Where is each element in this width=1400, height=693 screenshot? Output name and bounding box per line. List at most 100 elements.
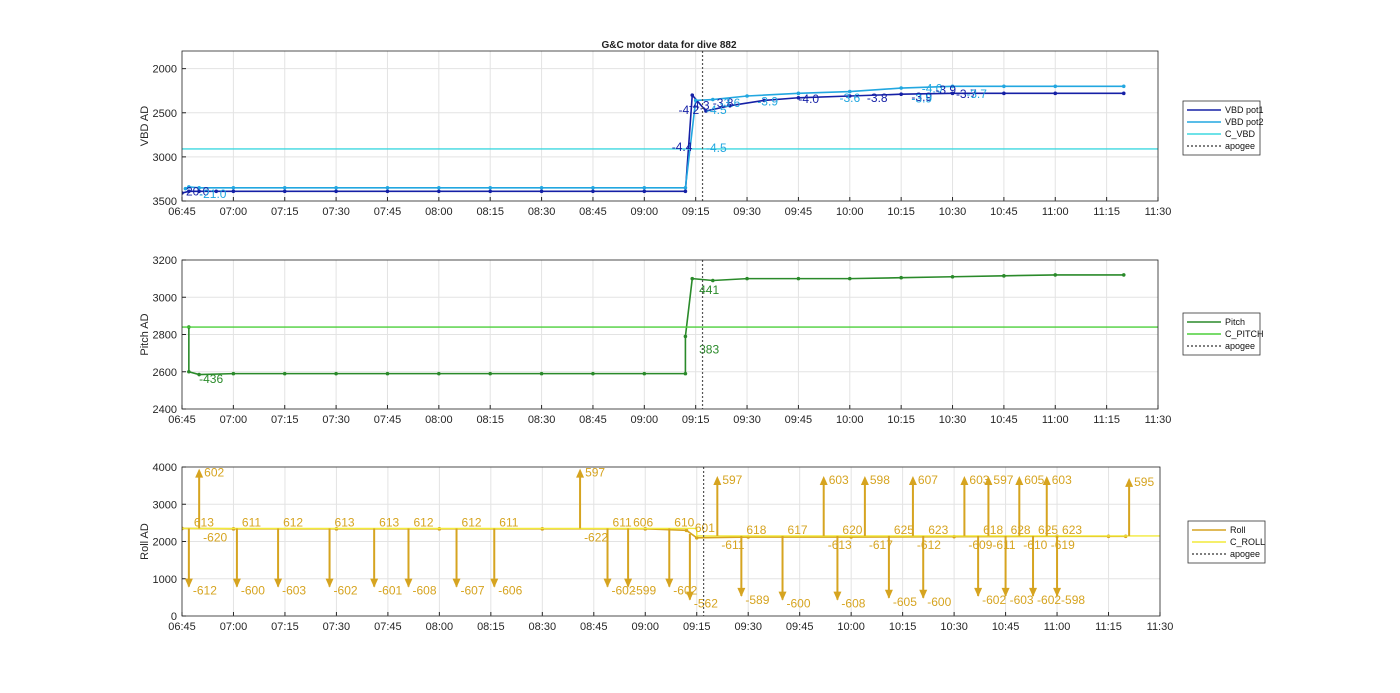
series-point [847, 89, 852, 94]
roll-down-label: -598 [1061, 593, 1085, 607]
series-point [950, 91, 955, 96]
series-point [488, 189, 493, 194]
x-tick-label: 09:30 [733, 414, 761, 426]
series-point [796, 91, 801, 96]
series-point [693, 98, 698, 103]
roll-up-label: 603 [1052, 473, 1072, 487]
x-tick-label: 09:45 [785, 414, 813, 426]
roll-down-label: -611 [992, 538, 1015, 552]
roll-down-label: -601 [378, 584, 402, 598]
roll-down-arrow [603, 578, 612, 588]
series-point [591, 371, 595, 376]
roll-up-label: 602 [204, 466, 224, 480]
roll-down-arrow [452, 578, 461, 588]
series-point [1121, 273, 1126, 277]
roll-down-label: -602 [1037, 593, 1061, 607]
roll-down-label: -619 [1051, 538, 1075, 552]
series-point [690, 276, 695, 281]
data-annotation: -4.2 [679, 103, 700, 117]
roll-down-label: -622 [584, 530, 608, 544]
series-point [231, 371, 236, 376]
roll-up-label: 603 [969, 473, 989, 487]
x-tick-label: 11:15 [1095, 621, 1122, 633]
y-tick-label: 3000 [153, 292, 177, 304]
series-point [539, 371, 544, 376]
data-annotation: -3.7 [956, 87, 977, 101]
data-annotation: 441 [699, 283, 719, 297]
data-annotation: -3.6 [840, 91, 861, 105]
legend-entry-label: Roll [1230, 525, 1246, 535]
plot-content [182, 273, 1158, 377]
x-tick-label: 07:00 [220, 206, 248, 218]
plot-area [182, 51, 1158, 201]
series-point [694, 535, 699, 540]
y-tick-label: 4000 [153, 462, 177, 474]
series-point [683, 371, 688, 376]
roll-down-label: -607 [461, 584, 485, 598]
x-tick-label: 07:45 [374, 206, 402, 218]
legend-entry-label: apogee [1230, 549, 1260, 559]
series-line-c-roll [182, 527, 1160, 537]
roll-up-label: 620 [842, 523, 862, 537]
roll-up-label: 613 [194, 515, 214, 529]
series-point [1121, 84, 1126, 89]
roll-down-label: -602 [612, 584, 636, 598]
legend-entry-label: VBD pot2 [1225, 117, 1264, 127]
roll-down-arrow [325, 578, 334, 588]
series-point [1002, 91, 1006, 96]
series-point [745, 94, 749, 98]
x-tick-label: 10:45 [990, 414, 1018, 426]
roll-down-arrow [737, 587, 746, 597]
legend-entry-label: apogee [1225, 341, 1255, 351]
y-tick-label: 2800 [153, 330, 177, 342]
roll-up-label: 628 [1011, 523, 1031, 537]
x-tick-label: 09:15 [683, 621, 711, 633]
x-tick-label: 07:00 [220, 414, 248, 426]
roll-up-arrow [1015, 476, 1024, 486]
y-tick-label: 3200 [153, 255, 177, 267]
x-tick-label: 08:45 [579, 206, 607, 218]
roll-down-arrow [624, 578, 633, 588]
series-point [642, 371, 647, 376]
x-tick-label: 10:15 [889, 621, 917, 633]
x-tick-label: 06:45 [168, 621, 196, 633]
data-annotation: -4.4 [672, 140, 693, 154]
roll-down-label: -613 [828, 538, 852, 552]
roll-up-label: 623 [1062, 523, 1082, 537]
roll-up-label: 612 [462, 515, 482, 529]
series-point [282, 189, 287, 194]
roll-down-label: -612 [193, 584, 217, 598]
roll-up-label: 605 [1024, 473, 1044, 487]
legend-entry-label: Pitch [1225, 317, 1245, 327]
legend-entry-label: VBD pot1 [1225, 105, 1264, 115]
roll-up-label: 623 [928, 523, 948, 537]
data-annotation: -4.0 [922, 82, 943, 96]
series-point [334, 371, 338, 376]
series-point [591, 185, 595, 190]
roll-down-arrow [778, 591, 787, 601]
x-tick-label: 11:30 [1145, 414, 1172, 426]
x-tick-label: 11:00 [1042, 206, 1069, 218]
roll-down-label: -611 [721, 538, 744, 552]
series-point [334, 189, 338, 194]
chart-panel-3: 06:45 07:00 07:15 07:30 07:45 08:00 08:15 08:30… [139, 462, 1266, 633]
roll-down-arrow [919, 589, 928, 599]
series-point [683, 185, 688, 190]
x-tick-label: 08:15 [476, 206, 504, 218]
x-tick-label: 08:00 [426, 621, 454, 633]
series-point [899, 92, 903, 97]
series-point [385, 189, 390, 194]
roll-up-label: 625 [894, 523, 914, 537]
roll-down-arrow [1029, 587, 1038, 597]
roll-down-label: -599 [632, 584, 656, 598]
series-point [385, 185, 390, 190]
y-tick-label: 3000 [153, 152, 177, 164]
series-point [1121, 91, 1126, 96]
series-point [762, 98, 766, 103]
series-point [847, 94, 852, 98]
roll-up-arrow [576, 468, 585, 478]
roll-down-label: -589 [745, 593, 769, 607]
series-point [847, 276, 852, 281]
